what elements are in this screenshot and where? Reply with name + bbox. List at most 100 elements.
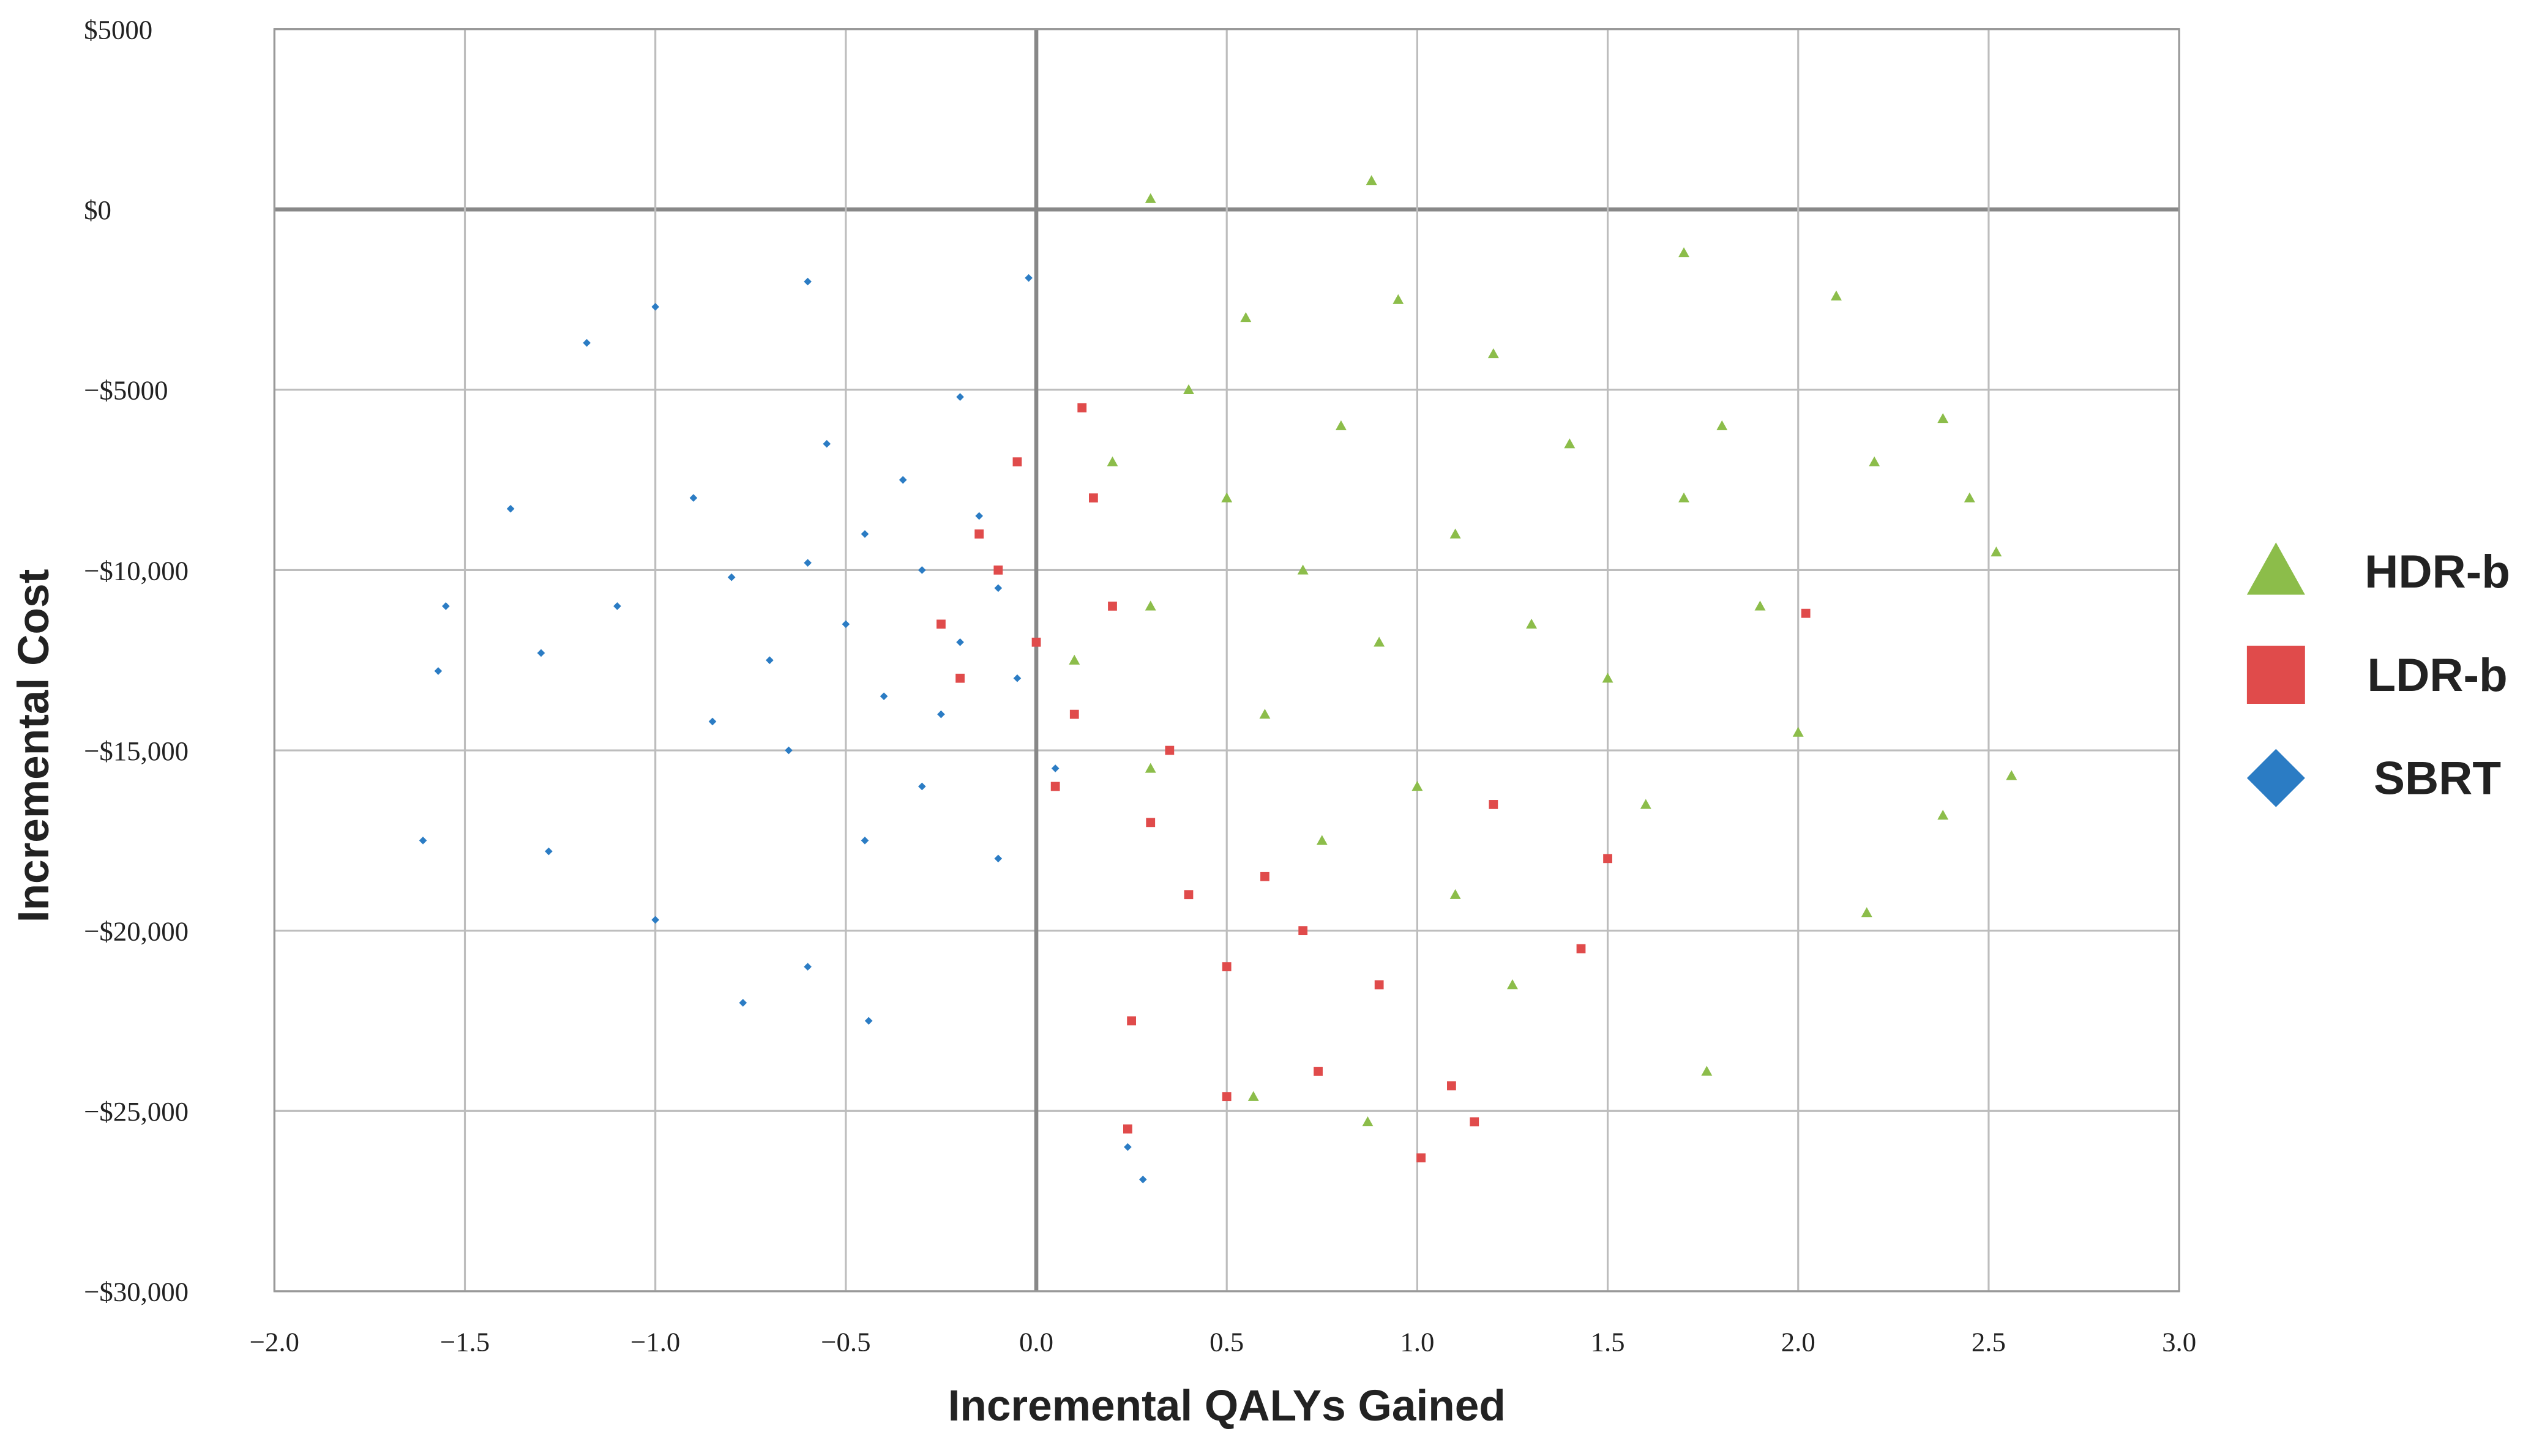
data-point: [1183, 384, 1194, 395]
data-point: [1260, 872, 1269, 881]
data-point: [613, 602, 621, 610]
data-point: [537, 649, 545, 657]
data-point: [785, 746, 793, 755]
data-point: [1869, 456, 1880, 466]
data-point: [583, 338, 591, 347]
data-point: [864, 1017, 873, 1025]
data-point: [937, 619, 946, 629]
data-point: [1013, 674, 1022, 682]
data-point: [994, 854, 1003, 863]
data-point: [1576, 944, 1586, 954]
data-point: [1640, 799, 1651, 809]
data-point: [1165, 745, 1175, 755]
x-tick-label: 1.0: [1400, 1326, 1434, 1357]
data-point: [1393, 294, 1404, 304]
data-point: [2006, 770, 2017, 780]
data-point: [1564, 438, 1576, 449]
data-point: [993, 566, 1003, 575]
data-point: [994, 584, 1003, 592]
data-point: [823, 439, 831, 448]
data-point: [1314, 1067, 1323, 1076]
data-point: [1050, 782, 1060, 791]
data-point: [1489, 800, 1498, 809]
x-tick-label: 0.0: [1019, 1326, 1053, 1357]
x-tick-label: 2.0: [1781, 1326, 1815, 1357]
x-tick-label: −2.0: [250, 1326, 299, 1357]
legend-marker: [2246, 542, 2305, 595]
data-point: [434, 667, 443, 675]
data-point: [880, 692, 888, 700]
data-point: [545, 847, 553, 856]
data-point: [956, 638, 964, 646]
x-axis-title: Incremental QALYs Gained: [948, 1382, 1506, 1430]
data-point: [651, 916, 659, 924]
data-point: [1366, 175, 1377, 185]
data-point: [1964, 492, 1975, 502]
data-point: [974, 529, 984, 539]
x-tick-label: −1.0: [630, 1326, 680, 1357]
data-point: [1335, 420, 1347, 430]
data-point: [1108, 601, 1117, 611]
data-point: [1145, 763, 1156, 773]
data-point: [1297, 564, 1309, 575]
x-tick-label: 2.5: [1972, 1326, 2006, 1357]
data-point: [766, 656, 774, 665]
x-tick-label: −1.5: [440, 1326, 490, 1357]
data-point: [975, 512, 984, 520]
data-point: [1374, 637, 1385, 647]
y-axis-title: Incremental Cost: [10, 569, 58, 923]
data-point: [1051, 764, 1060, 772]
legend-label: LDR-b: [2367, 649, 2507, 701]
y-tick-label: −$10,000: [84, 555, 189, 586]
data-point: [1145, 193, 1156, 203]
data-point: [1678, 247, 1690, 258]
data-point: [1411, 780, 1423, 791]
data-point: [1449, 889, 1461, 899]
data-point: [1222, 1092, 1232, 1102]
data-point: [1259, 709, 1271, 719]
y-tick-label: −$20,000: [84, 916, 189, 946]
data-point: [1374, 980, 1384, 990]
data-point: [1701, 1066, 1713, 1076]
data-point: [1937, 810, 1949, 820]
x-tick-label: 0.5: [1209, 1326, 1244, 1357]
y-tick-label: −$25,000: [84, 1096, 189, 1127]
data-point: [1077, 403, 1087, 413]
data-point: [442, 602, 450, 610]
data-point: [1298, 926, 1308, 936]
data-point: [804, 277, 812, 286]
legend-marker: [2246, 646, 2305, 704]
data-point: [918, 566, 926, 574]
y-tick-label: −$30,000: [84, 1277, 189, 1307]
data-point: [899, 476, 907, 484]
data-point: [727, 573, 736, 581]
y-tick-label: −$15,000: [84, 736, 189, 766]
data-point: [651, 302, 659, 311]
data-point: [804, 963, 812, 971]
data-point: [1716, 420, 1728, 430]
data-point: [1507, 979, 1518, 990]
data-point: [1124, 1143, 1132, 1151]
data-point: [1678, 492, 1690, 502]
data-point: [1792, 726, 1804, 737]
data-point: [1088, 493, 1098, 502]
y-tick-label: $5000: [84, 14, 152, 45]
data-point: [1447, 1081, 1456, 1091]
data-point: [1069, 709, 1079, 719]
x-tick-label: 3.0: [2162, 1326, 2196, 1357]
data-point: [1146, 818, 1156, 827]
data-point: [1025, 274, 1033, 282]
data-point: [1221, 492, 1233, 502]
plot-frame: [273, 28, 2180, 1293]
x-tick-label: 1.5: [1591, 1326, 1625, 1357]
data-point: [1240, 312, 1252, 323]
legend-marker: [2246, 749, 2305, 807]
data-point: [1362, 1116, 1374, 1127]
data-point: [1184, 890, 1194, 900]
data-point: [506, 504, 515, 513]
data-point: [1222, 962, 1232, 971]
data-point: [1526, 618, 1538, 629]
data-point: [1123, 1124, 1132, 1134]
data-point: [1937, 413, 1949, 424]
